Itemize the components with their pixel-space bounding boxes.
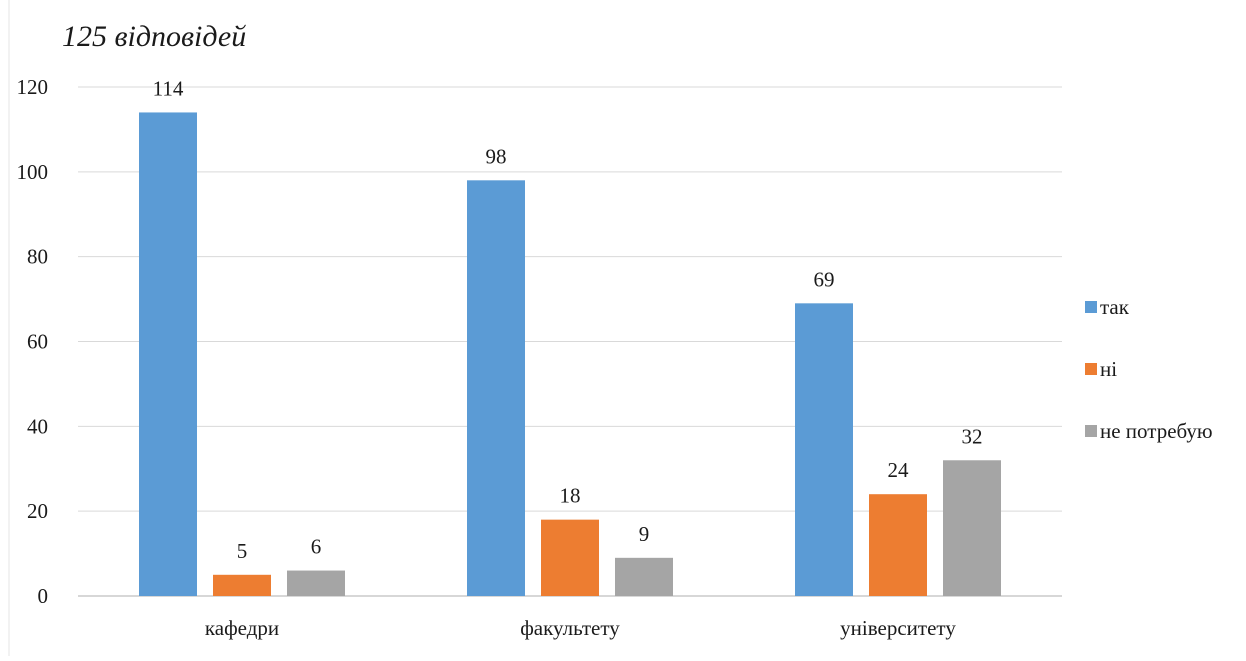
bar xyxy=(213,574,271,596)
bar xyxy=(541,519,599,596)
chart-title: 125 відповідей xyxy=(62,20,246,53)
legend-label: не потребую xyxy=(1100,419,1213,443)
bar xyxy=(467,180,525,597)
y-tick-label: 60 xyxy=(27,330,48,354)
y-tick-label: 0 xyxy=(38,584,49,608)
data-label: 98 xyxy=(486,144,507,168)
bar xyxy=(943,460,1001,596)
legend-swatch xyxy=(1085,301,1097,313)
y-tick-label: 120 xyxy=(17,75,49,99)
category-label: кафедри xyxy=(205,616,279,640)
data-label: 9 xyxy=(639,522,650,546)
bar xyxy=(139,112,197,596)
legend: так ні не потребую xyxy=(1085,295,1213,443)
legend-label: ні xyxy=(1100,357,1117,381)
bars xyxy=(139,112,1001,597)
data-label: 24 xyxy=(888,458,910,482)
data-label: 6 xyxy=(311,535,322,559)
bar xyxy=(869,494,927,596)
y-tick-label: 20 xyxy=(27,499,48,523)
data-label: 69 xyxy=(814,267,835,291)
data-labels: 114 5 6 98 18 9 69 24 32 xyxy=(153,76,983,562)
x-axis-categories: кафедри факультету університету xyxy=(205,616,956,640)
legend-swatch xyxy=(1085,363,1097,375)
data-label: 18 xyxy=(560,484,581,508)
y-tick-label: 80 xyxy=(27,245,48,269)
category-label: університету xyxy=(840,616,956,640)
y-tick-label: 100 xyxy=(17,160,49,184)
bar xyxy=(287,570,345,596)
data-label: 5 xyxy=(237,539,248,563)
data-label: 114 xyxy=(153,76,184,100)
data-label: 32 xyxy=(962,424,983,448)
legend-label: так xyxy=(1100,295,1130,319)
bar xyxy=(615,557,673,596)
y-tick-label: 40 xyxy=(27,414,48,438)
bar xyxy=(795,303,853,596)
legend-swatch xyxy=(1085,425,1097,437)
category-label: факультету xyxy=(520,616,620,640)
y-axis-ticks: 0 20 40 60 80 100 120 xyxy=(17,75,49,608)
